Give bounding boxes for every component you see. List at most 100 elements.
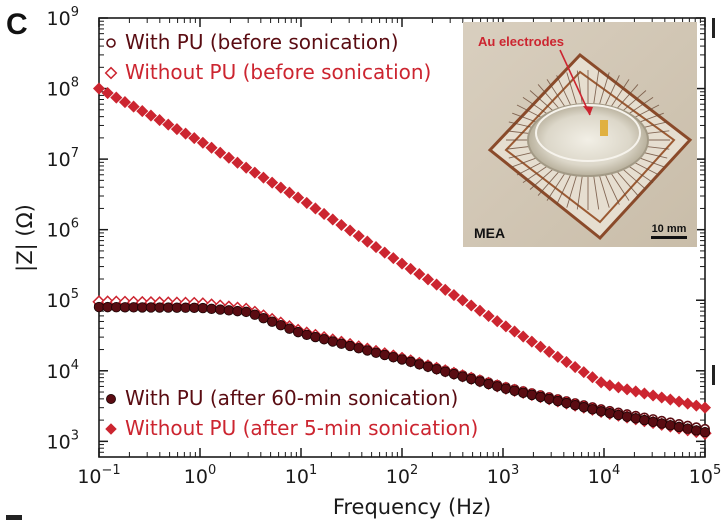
data-point [535, 391, 546, 403]
data-point [214, 304, 226, 315]
reference-electrode [600, 120, 608, 136]
y-tick-label-base: 10 [47, 290, 71, 312]
data-point [552, 395, 564, 407]
data-point [664, 393, 677, 406]
y-tick-label: 103 [47, 428, 79, 453]
data-point [275, 319, 287, 331]
data-point [681, 397, 694, 410]
x-tick-label-base: 10 [285, 466, 309, 488]
x-axis: 10−1 100 101 102 103 104 105 [77, 18, 721, 488]
data-point [388, 351, 399, 363]
data-point [370, 241, 383, 254]
data-point [656, 418, 667, 429]
data-point [222, 151, 235, 164]
y-tick-label-base: 10 [47, 149, 71, 171]
data-point [525, 335, 538, 348]
scale-bar [651, 236, 687, 239]
data-point [301, 329, 312, 340]
x-tick-label-exponent: 4 [612, 463, 620, 478]
data-point [196, 136, 209, 149]
data-point [404, 262, 417, 275]
data-point [603, 379, 616, 392]
data-point [647, 389, 660, 402]
x-tick-label-base: 10 [184, 466, 208, 488]
legend-label: With PU (after 60-min sonication) [125, 386, 458, 410]
annotation-arrow [559, 49, 591, 116]
data-point [171, 302, 183, 313]
data-point [318, 207, 331, 220]
x-tick-label-base: 10 [689, 466, 713, 488]
data-point [421, 273, 434, 286]
data-point [214, 146, 227, 159]
x-tick-label: 103 [487, 463, 519, 488]
data-point [483, 378, 494, 390]
data-point [170, 123, 183, 136]
data-point [361, 235, 374, 248]
data-point [240, 306, 252, 318]
y-tick-label: 107 [47, 146, 79, 171]
data-point [353, 343, 364, 354]
data-point [163, 302, 174, 313]
data-point [274, 181, 287, 194]
data-point [344, 224, 357, 237]
data-point [405, 356, 416, 368]
data-point [188, 132, 201, 145]
legend-marker [105, 423, 117, 435]
legend-bottom: With PU (after 60-min sonication) Without… [105, 386, 478, 440]
data-point [551, 350, 564, 363]
x-tick-label: 104 [588, 463, 620, 488]
data-point [189, 302, 200, 314]
data-point [300, 196, 313, 209]
data-point [595, 406, 607, 417]
y-tick-label-exponent: 3 [71, 428, 79, 443]
mea-chip-inner [504, 70, 676, 224]
mea-photo-inset: Au electrodes MEA 10 mm [463, 22, 697, 247]
data-point [499, 320, 512, 333]
data-point [266, 176, 279, 189]
x-tick-label-base: 10 [77, 466, 101, 488]
data-point [638, 387, 651, 400]
data-point [258, 313, 269, 324]
data-point [93, 301, 105, 313]
data-point [101, 87, 114, 100]
data-series [92, 82, 712, 440]
data-point [440, 366, 451, 377]
data-point [561, 397, 572, 409]
data-point [465, 299, 478, 312]
data-point [396, 354, 408, 365]
data-point [595, 376, 608, 389]
data-point [248, 166, 261, 179]
data-point [474, 376, 486, 387]
data-point [370, 347, 382, 358]
data-point [466, 373, 477, 385]
data-point [292, 191, 305, 204]
legend-label: Without PU (after 5-min sonication) [125, 416, 478, 440]
data-point [578, 402, 590, 413]
data-point [613, 409, 624, 421]
y-tick-label-exponent: 4 [71, 358, 79, 373]
culture-ring-rim [535, 104, 641, 162]
data-point [110, 91, 123, 104]
data-point [430, 278, 443, 291]
data-point [387, 252, 400, 265]
data-point [283, 186, 296, 199]
y-tick-label: 104 [47, 358, 79, 383]
data-point [352, 230, 365, 243]
data-point [231, 156, 244, 169]
data-point [223, 305, 235, 316]
x-tick-label: 101 [285, 463, 317, 488]
data-point [414, 359, 425, 370]
y-tick-label: 109 [47, 5, 79, 30]
data-point [431, 364, 442, 375]
data-point [335, 218, 348, 232]
data-point [647, 416, 659, 428]
data-point [128, 302, 139, 313]
x-tick-label: 100 [184, 463, 216, 488]
y-tick-label-exponent: 6 [71, 217, 79, 232]
data-point [639, 414, 650, 426]
data-point [240, 161, 253, 174]
y-tick-label: 105 [47, 287, 79, 312]
y-tick-label-exponent: 5 [71, 287, 79, 302]
data-point [119, 302, 131, 313]
